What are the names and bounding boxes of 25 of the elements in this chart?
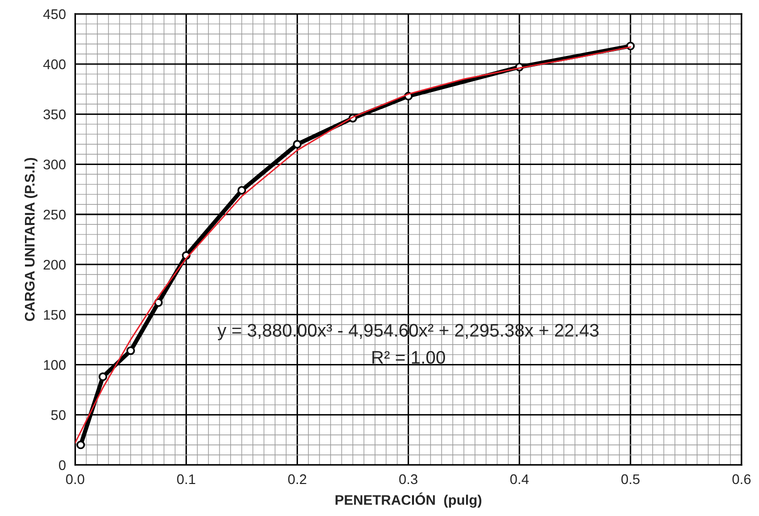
y-tick-label: 0 bbox=[58, 460, 66, 470]
y-tick-label: 100 bbox=[44, 360, 66, 370]
point bbox=[98, 372, 108, 382]
point bbox=[76, 440, 85, 450]
y-tick-label: 50 bbox=[51, 410, 66, 420]
y-tick-label: 350 bbox=[43, 109, 66, 120]
x-tick-label: 0.5 bbox=[621, 474, 640, 484]
x-tick-label: 0.4 bbox=[510, 474, 529, 484]
y-tick-label: 400 bbox=[43, 59, 66, 70]
y-tick-label: 150 bbox=[44, 310, 66, 320]
x-tick-label: 0.6 bbox=[732, 474, 751, 484]
point bbox=[292, 140, 302, 149]
y-tick-label: 200 bbox=[44, 260, 66, 270]
y-tick-label: 450 bbox=[43, 9, 66, 20]
x-tick-label: 0.3 bbox=[399, 474, 418, 484]
annotation: R² = 1.00 bbox=[372, 350, 446, 364]
x-tick-label: 0.0 bbox=[66, 474, 84, 484]
x-tick-label: 0.1 bbox=[177, 474, 196, 484]
point bbox=[237, 186, 246, 195]
x-axis-title: PENETRACIÓN (pulg) bbox=[336, 492, 482, 508]
y-axis-title: CARGA UNITARIA (P.S.I.) bbox=[24, 158, 38, 322]
y-tick-label: 300 bbox=[43, 160, 66, 170]
y-tick-label: 250 bbox=[44, 210, 66, 220]
point bbox=[126, 346, 135, 355]
x-tick-label: 0.2 bbox=[288, 474, 306, 484]
